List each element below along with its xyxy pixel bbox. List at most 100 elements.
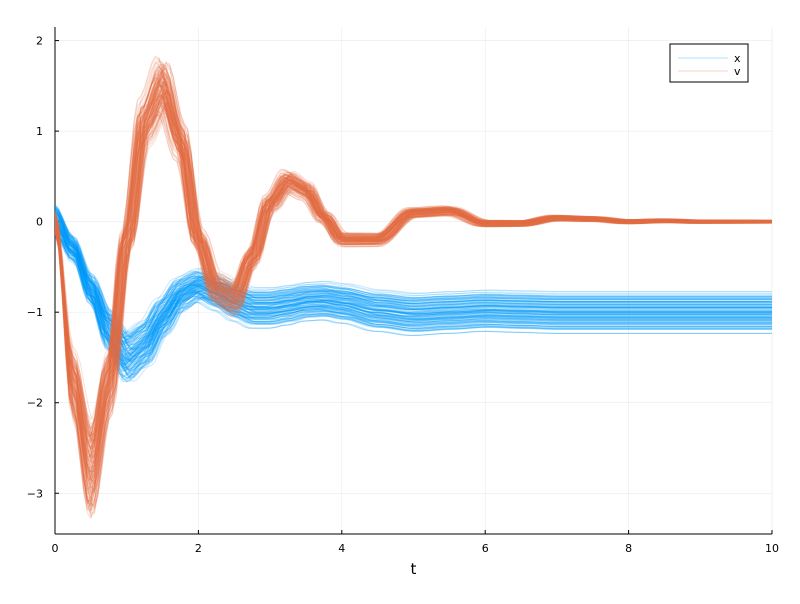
series-x-trajectory (55, 211, 772, 350)
series-x-trajectory (55, 227, 772, 355)
series-x-trajectory (55, 206, 772, 356)
series-v-trajectory (55, 115, 772, 439)
series-v-trajectory (55, 96, 772, 454)
series-v-trajectory (55, 109, 772, 429)
series-v-trajectory (55, 75, 772, 478)
series-v-trajectory (55, 96, 772, 453)
series-x-trajectory (55, 226, 772, 365)
series-x-trajectory (55, 207, 772, 363)
series-x-trajectory (55, 209, 772, 344)
series-v-trajectory (55, 102, 772, 422)
series-x-trajectory (55, 221, 772, 369)
series-v-trajectory (55, 90, 772, 458)
x-tick-label: 10 (765, 542, 779, 555)
series-v-trajectory (55, 88, 772, 445)
series-x-trajectory (55, 234, 772, 352)
series-v-trajectory (55, 108, 772, 443)
series-v-trajectory (55, 70, 772, 508)
series-v-trajectory (55, 57, 772, 499)
series-v-trajectory (55, 68, 772, 485)
series-x-trajectory (55, 227, 772, 360)
series-x-trajectory (55, 229, 772, 379)
series-v-trajectory (55, 102, 772, 421)
series-v-trajectory (55, 72, 772, 515)
series-v-trajectory (55, 108, 772, 444)
series-v-trajectory (55, 105, 772, 438)
series-x-trajectory (55, 217, 772, 383)
series-v-trajectory (55, 95, 772, 461)
series-x-trajectory (55, 234, 772, 364)
series-x-trajectory (55, 217, 772, 335)
series-v (55, 55, 772, 520)
series-x-trajectory (55, 207, 772, 375)
series-x-trajectory (55, 233, 772, 355)
series-x-trajectory (55, 213, 772, 347)
x-axis-label: t (411, 560, 417, 578)
series-x-trajectory (55, 206, 772, 338)
series-v-trajectory (55, 76, 772, 481)
series-x-trajectory (55, 233, 772, 372)
series-x-trajectory (55, 222, 772, 376)
series-x-trajectory (55, 217, 772, 346)
series-v-trajectory (55, 78, 772, 492)
series-v-trajectory (55, 90, 772, 483)
series-v-trajectory (55, 92, 772, 439)
series-x-trajectory (55, 229, 772, 372)
series-v-trajectory (55, 97, 772, 431)
series-v-trajectory (55, 79, 772, 474)
series-v-trajectory (55, 95, 772, 449)
x-tick-label: 4 (338, 542, 345, 555)
series-v-trajectory (55, 65, 772, 503)
series-v-trajectory (55, 77, 772, 468)
series-v-trajectory (55, 91, 772, 439)
series-x-trajectory (55, 223, 772, 371)
series-x-trajectory (55, 205, 772, 367)
series-v-trajectory (55, 102, 772, 458)
series-x-trajectory (55, 210, 772, 360)
legend-box (669, 43, 749, 83)
series-v-trajectory (55, 72, 772, 473)
series-x-trajectory (55, 227, 772, 343)
series-v-trajectory (55, 114, 772, 442)
series-x-trajectory (55, 230, 772, 352)
series-x-trajectory (55, 223, 772, 382)
series-x-trajectory (55, 233, 772, 376)
series-v-trajectory (55, 61, 772, 508)
series-x-trajectory (55, 208, 772, 341)
series-v-trajectory (55, 68, 772, 492)
series-x-trajectory (55, 221, 772, 346)
series-v-trajectory (55, 88, 772, 472)
series-v-trajectory (55, 81, 772, 482)
legend: xv (669, 43, 749, 83)
series-x-trajectory (55, 214, 772, 344)
series-v-trajectory (55, 115, 772, 437)
y-tick-label: 1 (36, 125, 43, 138)
series-x-trajectory (55, 237, 772, 367)
series-v-trajectory (55, 71, 772, 520)
y-tick-label: 2 (36, 35, 43, 48)
series-x-trajectory (55, 232, 772, 354)
x-tick-label: 8 (625, 542, 632, 555)
series-v-trajectory (55, 84, 772, 470)
series-v-trajectory (55, 64, 772, 490)
series-v-trajectory (55, 68, 772, 512)
series-x-trajectory (55, 225, 772, 369)
series-x-trajectory (55, 222, 772, 372)
series-x-trajectory (55, 235, 772, 357)
series-v-trajectory (55, 66, 772, 503)
y-tick-label: −1 (27, 306, 43, 319)
series-x-trajectory (55, 220, 772, 370)
series-x-trajectory (55, 211, 772, 352)
series-x-trajectory (55, 212, 772, 351)
series-x-trajectory (55, 205, 772, 362)
x-tick-label: 6 (482, 542, 489, 555)
series-v-trajectory (55, 89, 772, 442)
series-x-trajectory (55, 232, 772, 360)
series-v-trajectory (55, 77, 772, 510)
series-v-trajectory (55, 84, 772, 462)
series-v-trajectory (55, 75, 772, 468)
series-v-trajectory (55, 61, 772, 511)
series-x-trajectory (55, 213, 772, 346)
series-x-trajectory (55, 207, 772, 336)
series-v-trajectory (55, 95, 772, 439)
